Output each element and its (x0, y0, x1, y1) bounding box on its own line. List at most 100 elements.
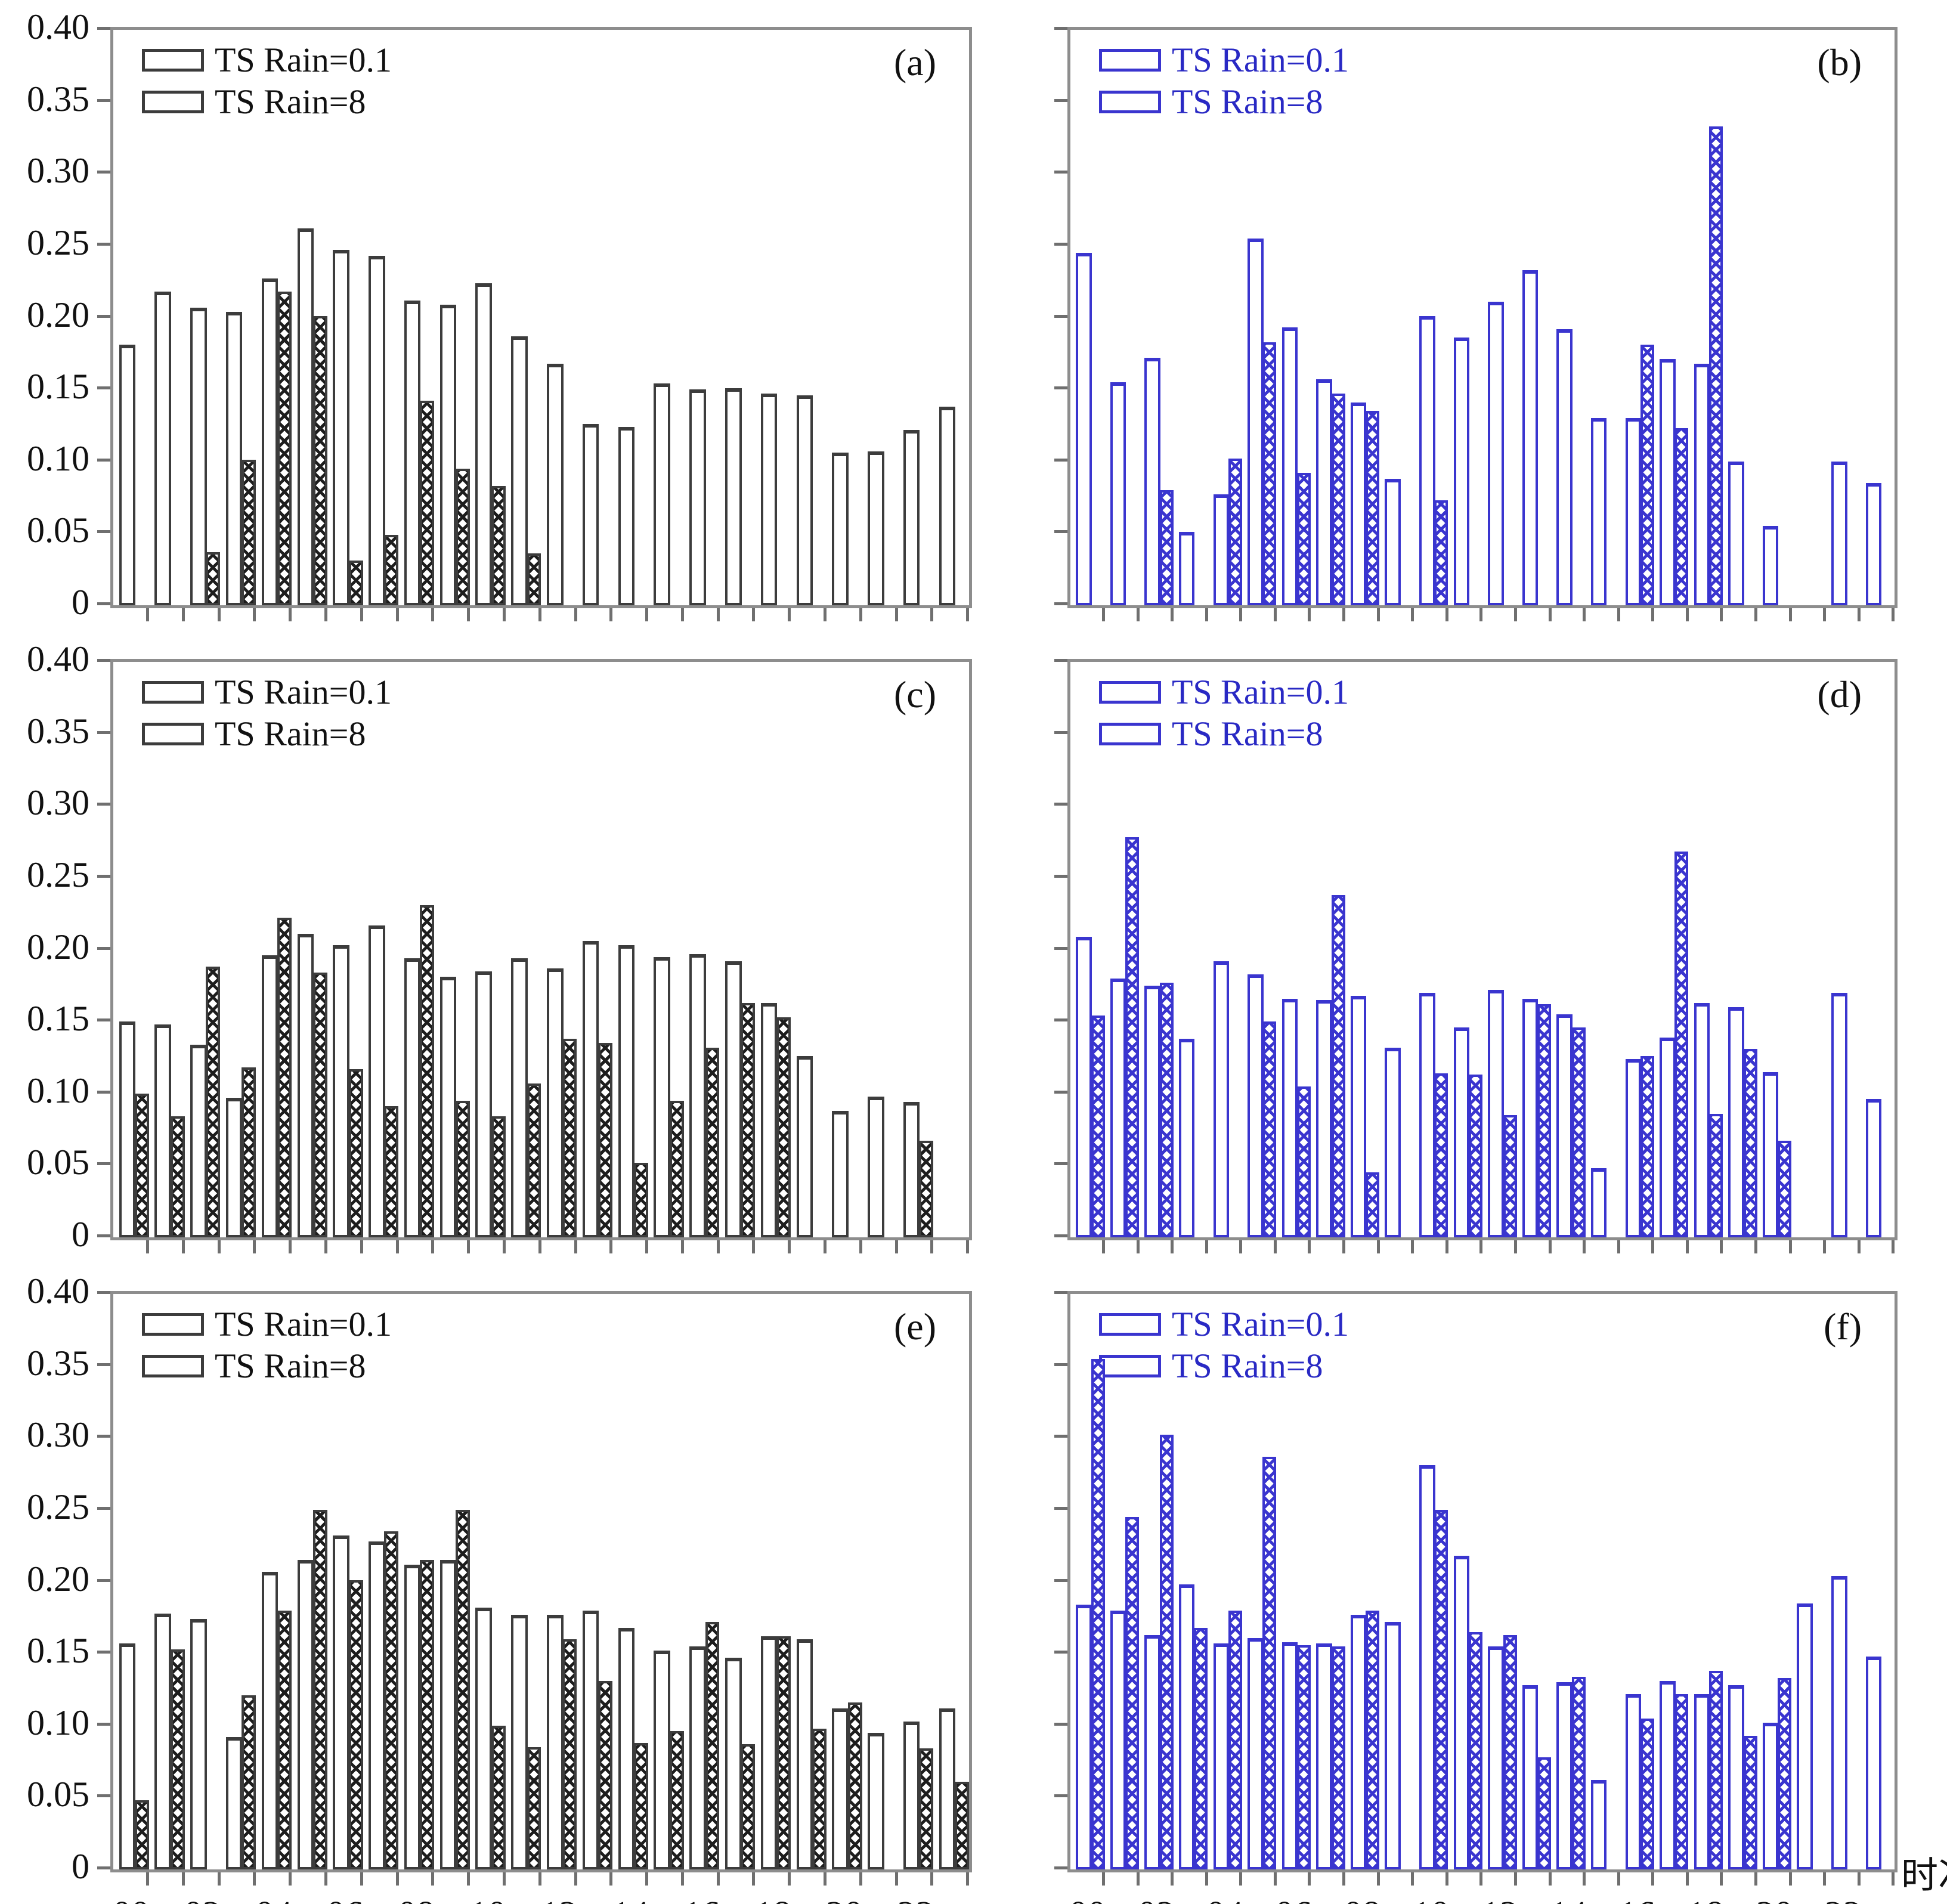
x-axis-tick (1308, 1240, 1311, 1253)
x-axis-title: 时次 (1901, 1856, 1947, 1896)
x-axis-label: 16 (1589, 1896, 1685, 1904)
legend-label-rain01: TS Rain=0.1 (1172, 1305, 1349, 1343)
y-axis-label: 0.30 (27, 783, 89, 823)
x-axis-tick (1411, 1240, 1414, 1253)
bar-rain01-h20 (832, 1708, 849, 1869)
y-axis-tick (97, 946, 110, 950)
bar-rain01-h18 (760, 1636, 778, 1869)
bar-rain8-h08 (1366, 411, 1380, 605)
x-axis-tick (502, 1872, 506, 1886)
bar-rain8-h16 (1640, 345, 1654, 605)
y-axis-tick (1054, 1090, 1067, 1094)
bar-rain01-h09 (1385, 1047, 1401, 1237)
y-axis-tick (1054, 803, 1067, 806)
bar-rain01-h13 (1522, 1685, 1539, 1869)
x-axis-tick (1685, 1872, 1689, 1886)
legend-row-rain01: TS Rain=0.1 (142, 43, 392, 78)
y-axis-tick (1054, 874, 1067, 878)
x-axis-tick (1720, 608, 1723, 621)
x-axis-tick (431, 1872, 435, 1886)
x-axis-tick (1583, 1872, 1586, 1886)
bar-rain8-h01 (170, 1649, 185, 1869)
x-axis-tick (1136, 608, 1140, 621)
x-axis-tick (395, 1872, 399, 1886)
bar-rain01-h07 (1316, 1643, 1332, 1869)
x-axis-label: 12 (1452, 1896, 1547, 1904)
legend-row-rain8: TS Rain=8 (142, 717, 366, 751)
bar-rain01-h05 (1248, 1637, 1264, 1869)
bar-rain8-h01 (1125, 1516, 1140, 1869)
bar-rain01-h13 (1522, 998, 1539, 1237)
bar-rain01-h22 (903, 429, 920, 605)
y-axis-tick (97, 1651, 110, 1654)
bar-rain8-h22 (919, 1748, 934, 1869)
y-axis-tick (97, 803, 110, 806)
bar-rain8-h08 (420, 1560, 435, 1869)
y-axis-label: 0.10 (27, 438, 89, 478)
bar-rain01-h02 (1144, 1634, 1160, 1869)
bar-rain8-h07 (1331, 894, 1345, 1237)
bar-rain8-h00 (134, 1093, 149, 1237)
x-axis-tick (609, 1240, 613, 1253)
y-axis-tick (97, 1794, 110, 1798)
legend-row-rain8: TS Rain=8 (142, 1349, 366, 1383)
bar-rain8-h02 (206, 552, 221, 605)
bar-rain01-h18 (1694, 1002, 1710, 1237)
x-axis-tick (1273, 608, 1277, 621)
bar-rain8-h10 (1434, 1073, 1448, 1237)
y-axis-label: 0.40 (27, 7, 89, 47)
y-axis-tick (1054, 1363, 1067, 1366)
bar-rain8-h07 (1331, 1646, 1345, 1869)
bar-rain8-h17 (741, 1002, 756, 1237)
bar-rain8-h13 (1537, 1757, 1552, 1869)
bar-rain01-h05 (297, 933, 314, 1237)
bar-rain8-h04 (1228, 458, 1242, 605)
y-axis-label: 0.35 (27, 1343, 89, 1383)
legend-row-rain8: TS Rain=8 (1099, 85, 1323, 119)
bar-rain8-h16 (705, 1047, 720, 1237)
x-axis-tick (824, 1872, 827, 1886)
y-axis-tick (1054, 27, 1067, 30)
x-axis-tick (752, 608, 756, 621)
y-axis-tick (97, 1162, 110, 1166)
bar-rain01-h03 (1178, 1584, 1195, 1869)
bar-rain8-h08 (1366, 1610, 1380, 1869)
y-axis-tick (1054, 242, 1067, 246)
x-axis-label: 08 (1314, 1896, 1410, 1904)
bar-rain01-h02 (1144, 985, 1160, 1237)
bar-rain8-h18 (1709, 1671, 1723, 1869)
x-axis-tick (1617, 1240, 1620, 1253)
x-axis-tick (966, 1872, 970, 1886)
legend-swatch-rain8 (1099, 1355, 1161, 1377)
bar-rain8-h19 (1743, 1048, 1757, 1237)
x-axis-tick (1171, 1872, 1174, 1886)
x-axis-tick (1513, 608, 1517, 621)
bar-rain01-h23 (939, 1708, 956, 1869)
y-axis-tick (97, 1435, 110, 1438)
bar-rain01-h13 (1522, 270, 1539, 605)
y-axis-tick (97, 386, 110, 390)
bar-rain01-h23 (1865, 482, 1882, 605)
y-axis-tick (97, 874, 110, 878)
bar-rain01-h12 (547, 363, 564, 605)
panel-letter-c: (c) (893, 673, 936, 716)
bar-rain8-h12 (1503, 1634, 1517, 1869)
bar-rain8-h12 (562, 1039, 577, 1237)
y-axis-tick (97, 314, 110, 318)
legend-swatch-rain01 (142, 49, 204, 72)
x-axis-label: 08 (369, 1896, 464, 1904)
bar-rain01-h19 (796, 1639, 813, 1869)
bar-rain8-h12 (1503, 1114, 1517, 1237)
y-axis-tick (1054, 1722, 1067, 1726)
bar-rain8-h00 (1091, 1016, 1105, 1237)
legend-label-rain8: TS Rain=8 (215, 1346, 366, 1385)
x-axis-tick (574, 1872, 577, 1886)
x-axis-label: 16 (654, 1896, 750, 1904)
bar-rain01-h15 (654, 956, 670, 1237)
bar-rain01-h16 (1625, 1058, 1642, 1237)
bar-rain01-h09 (1385, 478, 1401, 605)
x-axis-tick (217, 1240, 221, 1253)
x-axis-tick (1411, 608, 1414, 621)
y-axis-label: 0.40 (27, 1271, 89, 1311)
x-axis-tick (360, 1240, 363, 1253)
